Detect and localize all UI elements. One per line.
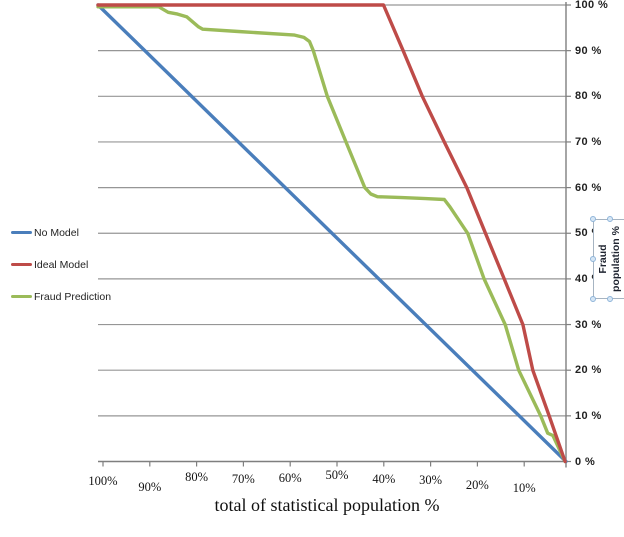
selection-handle[interactable] (590, 296, 596, 302)
y-axis-title-box[interactable]: Fraud population % (590, 216, 624, 302)
legend-item-ideal-model: Ideal Model (11, 258, 111, 271)
x-axis-title: total of statistical population % (214, 495, 440, 515)
selection-handle[interactable] (607, 296, 613, 302)
selection-handle[interactable] (607, 216, 613, 222)
legend-swatch-no-model (11, 230, 32, 235)
legend-label-fraud-prediction: Fraud Prediction (34, 290, 112, 303)
legend-item-no-model: No Model (11, 226, 111, 239)
legend-swatch-ideal-model (11, 262, 32, 267)
legend-swatch-fraud-prediction (11, 294, 32, 299)
legend-label-ideal-model: Ideal Model (34, 258, 89, 271)
series-line-ideal-model (96, 3, 567, 464)
y-axis-title-line2: population % (610, 226, 622, 292)
y-axis-title: Fraud population % (597, 219, 623, 299)
legend-item-fraud-prediction: Fraud Prediction (11, 290, 111, 303)
legend: No Model Ideal Model Fraud Prediction (11, 226, 111, 322)
series-line-no-model (96, 3, 568, 464)
selection-handle[interactable] (590, 216, 596, 222)
legend-label-no-model: No Model (34, 226, 79, 239)
selection-handle[interactable] (590, 256, 596, 262)
series-line-fraud-prediction (96, 5, 567, 464)
y-axis-title-line1: Fraud (597, 244, 609, 274)
